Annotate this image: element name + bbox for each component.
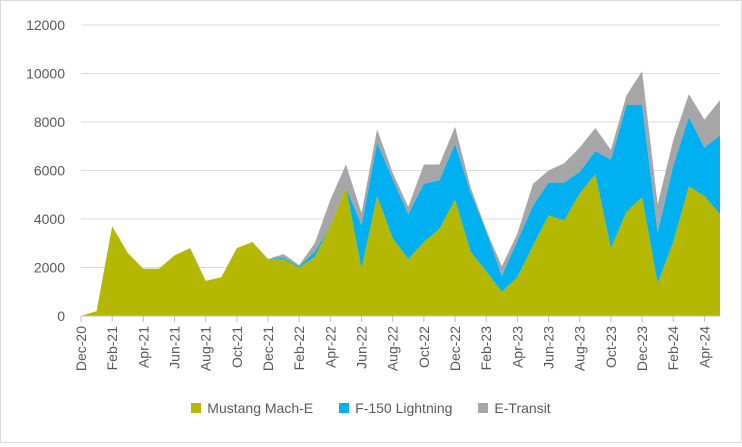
legend-item: Mustang Mach-E	[191, 400, 313, 416]
x-tick-labels: Dec-20 Feb-21 Apr-21 Jun-21 Aug-21 Oct-21 Dec-…	[73, 326, 712, 371]
y-tick-labels: 0 2000 4000 6000 8000 10000 12000	[26, 17, 65, 324]
x-tick-label: Oct-21	[229, 326, 245, 368]
legend-swatch	[478, 403, 489, 413]
x-tick-label: Oct-23	[603, 326, 619, 368]
x-tick-label: Oct-22	[416, 326, 432, 368]
legend: Mustang Mach-E F-150 Lightning E-Transit	[0, 400, 742, 416]
legend-label: E-Transit	[494, 400, 551, 416]
x-tick-label: Apr-22	[322, 326, 338, 368]
y-tick-label: 6000	[34, 163, 65, 179]
y-tick-label: 8000	[34, 114, 65, 130]
legend-swatch	[339, 403, 350, 413]
x-tick-label: Jun-21	[167, 326, 183, 369]
area-mustang-mach-e	[81, 174, 720, 316]
y-tick-label: 0	[57, 308, 65, 324]
y-tick-label: 2000	[34, 260, 65, 276]
x-tick-label: Aug-21	[198, 326, 214, 371]
x-tick-label: Dec-22	[447, 326, 463, 371]
x-tick-label: Dec-21	[260, 326, 276, 371]
x-tick-label: Dec-23	[634, 326, 650, 371]
x-tick-label: Apr-24	[696, 326, 712, 368]
area-f-150-lightning	[81, 105, 720, 316]
x-tick-label: Jun-23	[541, 326, 557, 369]
series-areas	[81, 71, 720, 316]
legend-swatch	[191, 403, 202, 413]
x-tick-label: Aug-22	[385, 326, 401, 371]
y-tick-label: 12000	[26, 17, 65, 33]
y-tick-label: 4000	[34, 211, 65, 227]
x-tick-label: Apr-23	[509, 326, 525, 368]
y-tick-label: 10000	[26, 66, 65, 82]
legend-item: E-Transit	[478, 400, 551, 416]
legend-item: F-150 Lightning	[339, 400, 452, 416]
x-tick-label: Feb-22	[291, 326, 307, 371]
legend-label: Mustang Mach-E	[207, 400, 314, 416]
x-tick-label: Feb-21	[104, 326, 120, 371]
x-tick-label: Jun-22	[354, 326, 370, 369]
x-tick-label: Aug-23	[572, 326, 588, 371]
x-tick-label: Feb-24	[665, 326, 681, 371]
axes	[80, 315, 720, 322]
area-e-transit	[81, 71, 720, 316]
legend-label: F-150 Lightning	[355, 400, 453, 416]
x-tick-label: Dec-20	[73, 326, 89, 371]
x-tick-label: Apr-21	[135, 326, 151, 368]
x-tick-label: Feb-23	[478, 326, 494, 371]
